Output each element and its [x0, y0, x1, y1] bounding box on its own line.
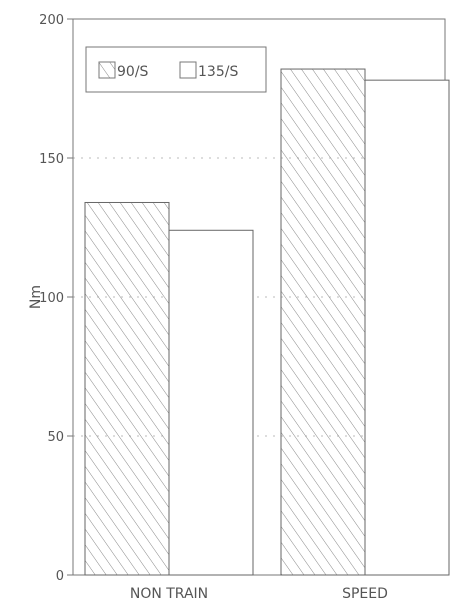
legend-swatch-90s	[98, 61, 116, 79]
legend-label-90s: 90/S	[117, 64, 149, 80]
legend-box	[85, 46, 267, 93]
x-axis: NON TRAIN SPEED	[130, 586, 388, 602]
y-tick-label-150: 150	[39, 152, 64, 167]
y-axis-title: Nm	[28, 285, 44, 309]
y-axis: 0 50 100 150 200	[39, 13, 73, 584]
legend: 90/S 135/S	[85, 46, 267, 93]
bar-non-train-135s	[168, 229, 254, 576]
y-tick-label-50: 50	[47, 430, 64, 445]
y-tick-label-200: 200	[39, 13, 64, 28]
bar-speed-90s	[280, 68, 366, 576]
bar-speed-135s	[364, 79, 450, 576]
grid-lines	[73, 157, 445, 437]
legend-swatch-135s	[179, 61, 197, 79]
x-tick-label-speed: SPEED	[342, 586, 388, 602]
y-tick-label-100: 100	[39, 291, 64, 306]
y-tick-label-0: 0	[56, 569, 64, 584]
bar-non-train-90s	[84, 201, 170, 576]
x-tick-label-non-train: NON TRAIN	[130, 586, 208, 602]
legend-label-135s: 135/S	[198, 64, 238, 80]
bars	[84, 68, 450, 576]
